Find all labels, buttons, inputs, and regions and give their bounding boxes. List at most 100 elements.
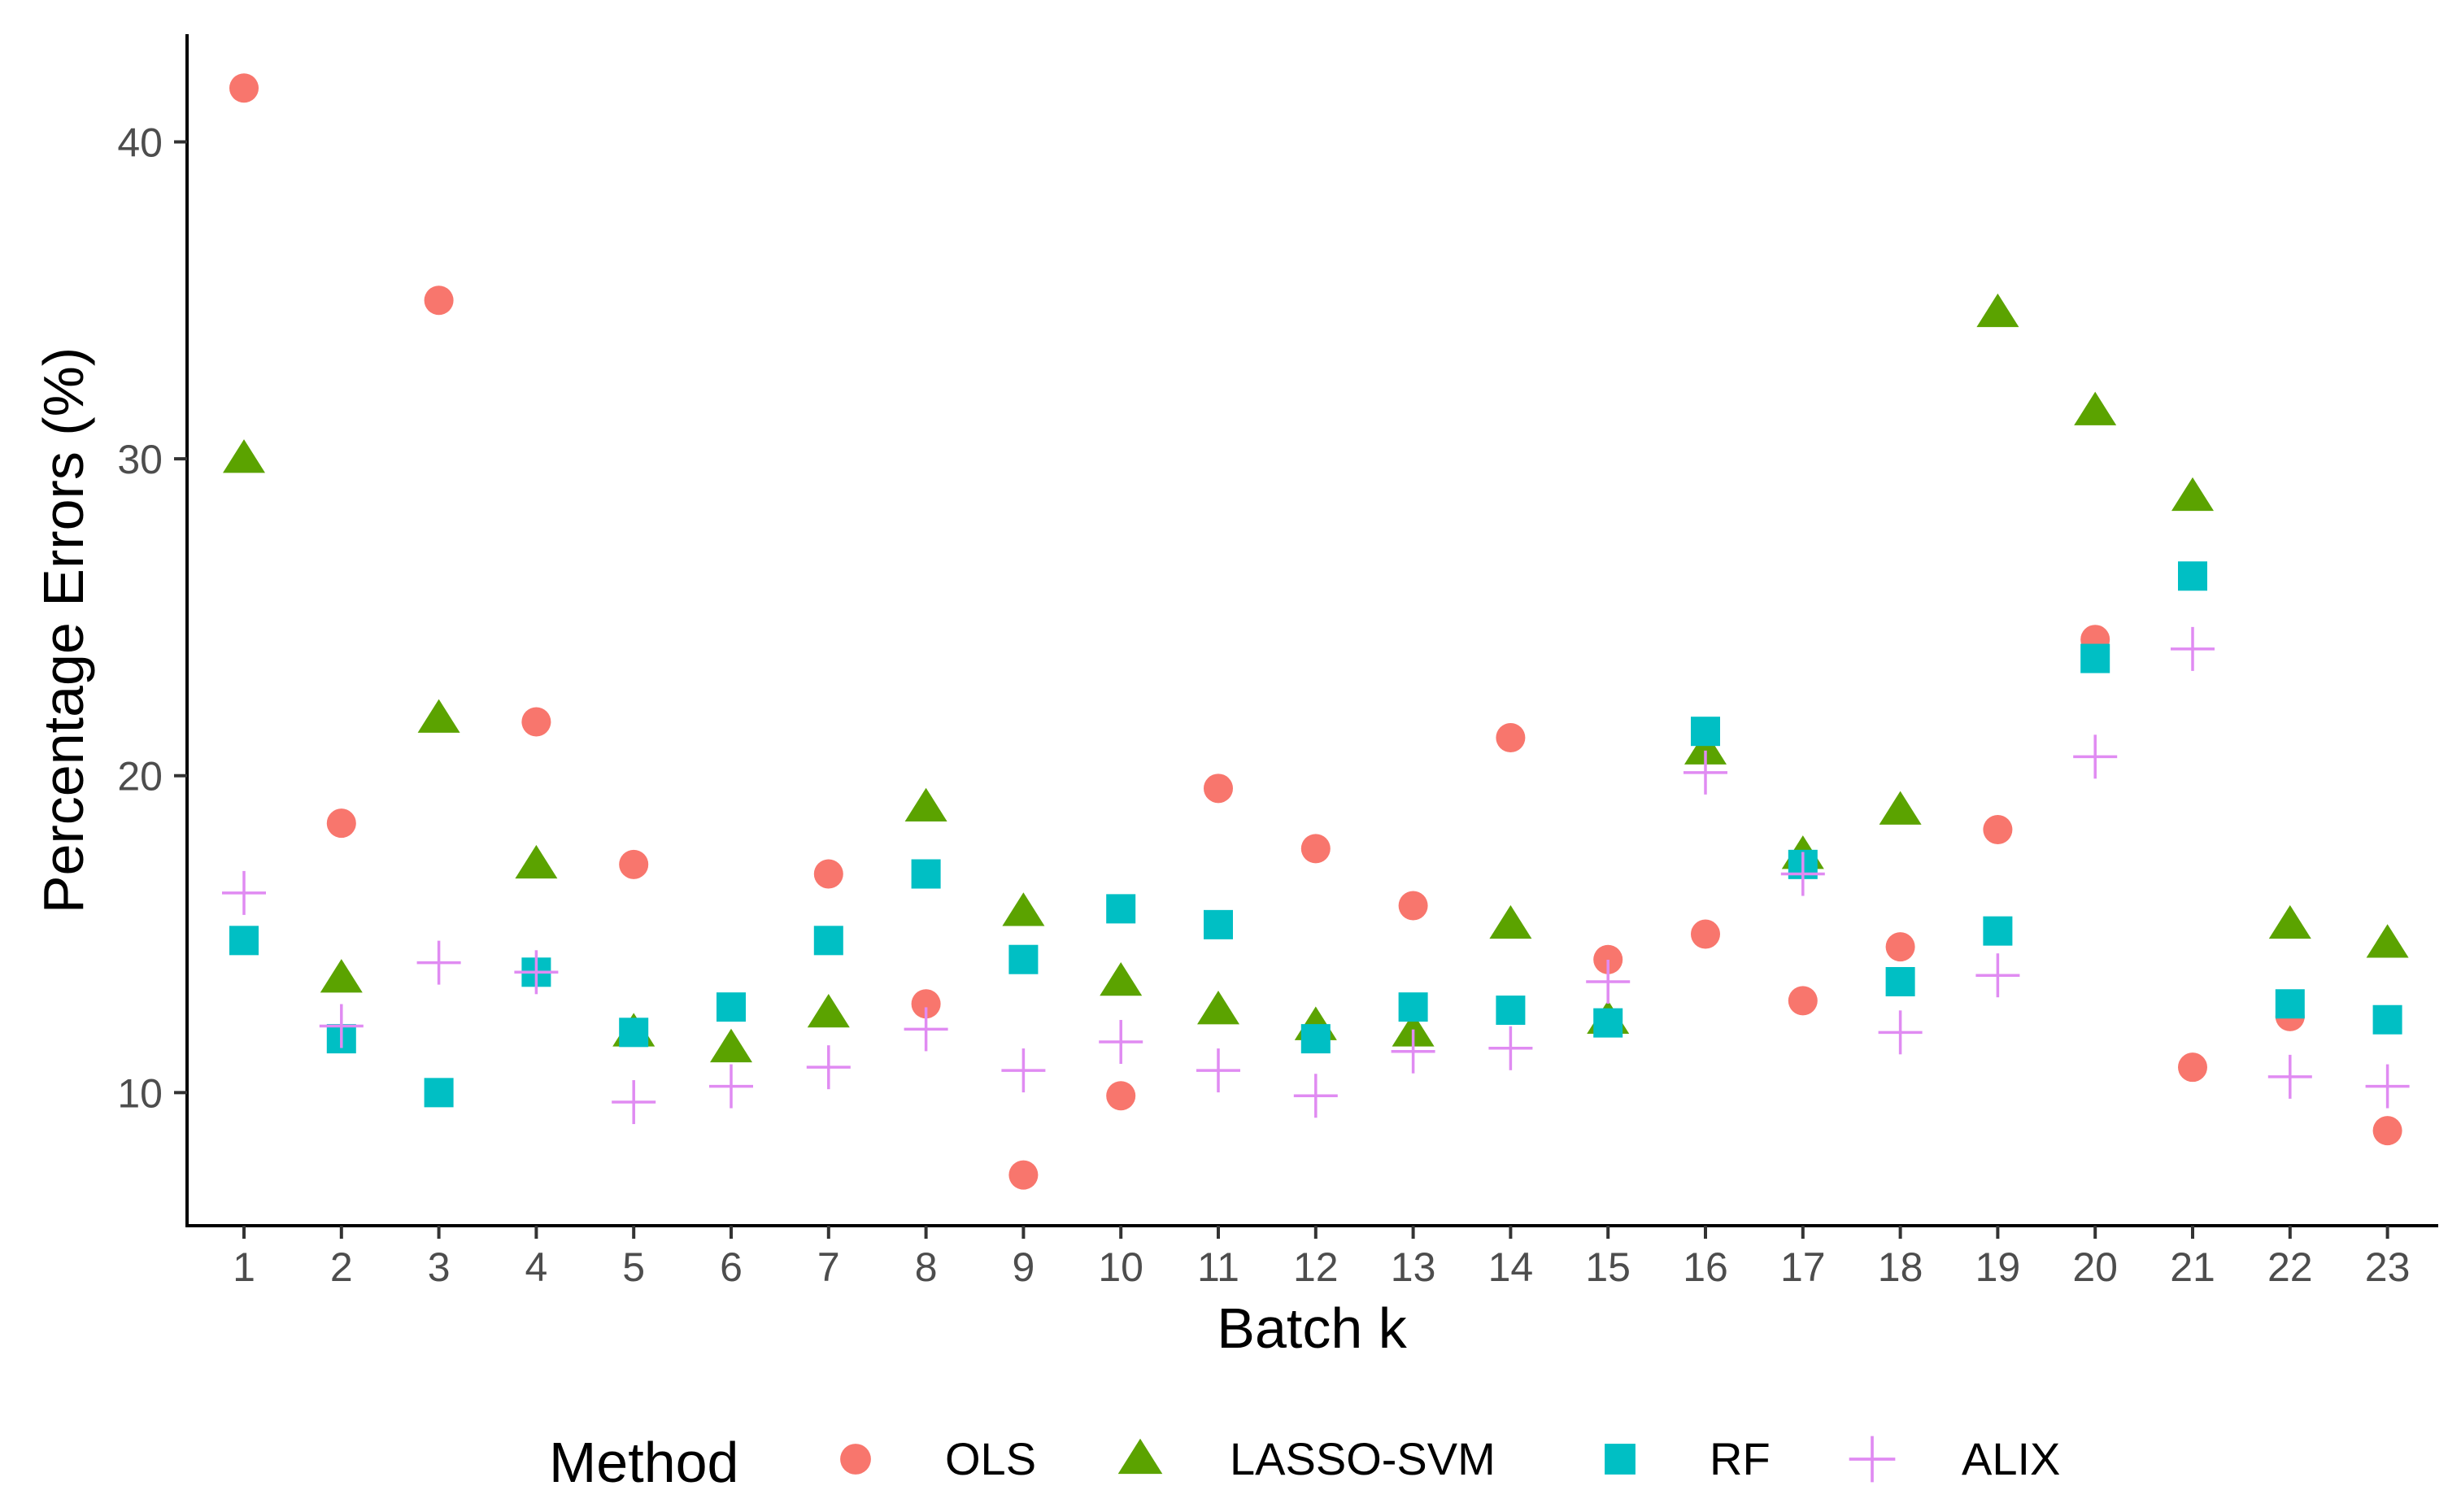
x-ticks: 1 2 3 4 5 6 7 8 9 10 11 12 13 14 15 16 17 18 19 20 21 22 23 <box>233 1226 2410 1290</box>
point-alix <box>1391 1029 1435 1074</box>
point-lasso-svm <box>807 993 850 1028</box>
point-lasso-svm <box>2268 904 2311 939</box>
point-alix <box>1293 1074 1338 1118</box>
x-tick-label: 18 <box>1878 1244 1923 1290</box>
point-ols <box>1983 814 2013 844</box>
point-rf <box>717 992 746 1022</box>
point-ols <box>1398 891 1428 921</box>
point-ols <box>1788 986 1818 1016</box>
point-alix <box>1488 1026 1533 1070</box>
point-ols <box>1008 1160 1039 1190</box>
point-lasso-svm <box>2074 391 2117 425</box>
point-ols <box>1496 722 1526 752</box>
point-rf <box>1300 1024 1331 1054</box>
point-rf <box>2080 643 2110 673</box>
point-lasso-svm <box>320 959 363 993</box>
point-lasso-svm <box>515 844 558 879</box>
point-alix <box>2171 626 2215 671</box>
point-ols <box>326 808 356 839</box>
plot-area <box>222 73 2410 1190</box>
point-alix <box>222 870 266 915</box>
point-rf <box>2178 561 2207 591</box>
point-lasso-svm <box>1197 991 1239 1025</box>
legend-key-rf <box>1605 1444 1636 1475</box>
x-tick-label: 19 <box>1975 1244 2021 1290</box>
point-ols <box>2372 1116 2402 1146</box>
point-alix <box>612 1080 656 1125</box>
point-rf <box>1983 916 2013 946</box>
point-rf <box>1204 909 1233 939</box>
x-tick-label: 3 <box>428 1244 451 1290</box>
legend-key-lasso-svm <box>1117 1438 1163 1475</box>
point-alix <box>1878 1010 1923 1055</box>
point-ols <box>1300 834 1331 864</box>
x-tick-label: 17 <box>1780 1244 1826 1290</box>
point-ols <box>1691 919 1720 949</box>
point-lasso-svm <box>904 787 947 821</box>
point-alix <box>416 940 461 985</box>
point-rf <box>1885 966 1915 996</box>
point-ols <box>1885 932 1915 962</box>
point-rf <box>619 1017 649 1048</box>
point-alix <box>904 1007 948 1052</box>
x-tick-label: 6 <box>720 1244 743 1290</box>
point-lasso-svm <box>1879 791 1922 825</box>
legend-label-ols: OLS <box>945 1433 1036 1484</box>
point-alix <box>1683 750 1727 795</box>
x-tick-label: 16 <box>1683 1244 1728 1290</box>
y-tick-label: 10 <box>117 1070 163 1116</box>
point-rf <box>1398 992 1428 1022</box>
point-alix <box>2267 1054 2312 1099</box>
legend: Method OLS LASSO-SVM RF ALIX <box>549 1431 2060 1494</box>
x-tick-label: 20 <box>2072 1244 2118 1290</box>
point-rf <box>1496 996 1526 1026</box>
x-tick-label: 13 <box>1391 1244 1436 1290</box>
x-tick-label: 7 <box>817 1244 840 1290</box>
point-ols <box>229 73 259 103</box>
point-alix <box>1780 852 1825 896</box>
point-ols <box>424 285 454 316</box>
point-lasso-svm <box>1489 904 1532 939</box>
point-rf <box>229 926 259 956</box>
x-tick-label: 5 <box>622 1244 645 1290</box>
point-rf <box>911 859 941 889</box>
point-alix <box>2073 734 2118 779</box>
point-lasso-svm <box>1100 961 1143 996</box>
point-lasso-svm <box>1684 730 1727 765</box>
point-rf <box>1008 944 1039 974</box>
point-lasso-svm <box>223 439 265 473</box>
point-ols <box>1593 944 1623 974</box>
x-tick-label: 10 <box>1098 1244 1143 1290</box>
point-rf <box>813 926 843 956</box>
legend-title: Method <box>549 1431 738 1494</box>
point-lasso-svm <box>1976 293 2019 328</box>
point-alix <box>319 1004 364 1048</box>
point-alix <box>514 950 559 995</box>
point-ols <box>1106 1081 1136 1111</box>
point-ols <box>521 707 551 737</box>
legend-key-ols <box>840 1444 871 1475</box>
x-tick-label: 22 <box>2267 1244 2313 1290</box>
point-rf <box>2275 989 2305 1019</box>
x-axis-title: Batch k <box>1217 1296 1407 1360</box>
legend-label-rf: RF <box>1710 1433 1771 1484</box>
point-ols <box>2178 1052 2207 1083</box>
point-rf <box>1593 1008 1623 1038</box>
point-lasso-svm <box>417 699 460 733</box>
x-tick-label: 2 <box>330 1244 353 1290</box>
point-alix <box>709 1064 753 1109</box>
legend-key-alix <box>1849 1436 1896 1483</box>
point-ols <box>813 859 843 889</box>
x-tick-label: 23 <box>2365 1244 2411 1290</box>
point-ols <box>911 989 941 1019</box>
point-lasso-svm <box>2171 477 2214 512</box>
point-ols <box>1204 773 1233 804</box>
point-alix <box>1196 1048 1240 1093</box>
point-alix <box>1975 953 2020 998</box>
point-lasso-svm <box>2366 924 2409 958</box>
point-alix <box>2365 1064 2410 1109</box>
point-alix <box>1099 1020 1143 1065</box>
point-alix <box>1001 1048 1046 1093</box>
x-tick-label: 1 <box>233 1244 255 1290</box>
